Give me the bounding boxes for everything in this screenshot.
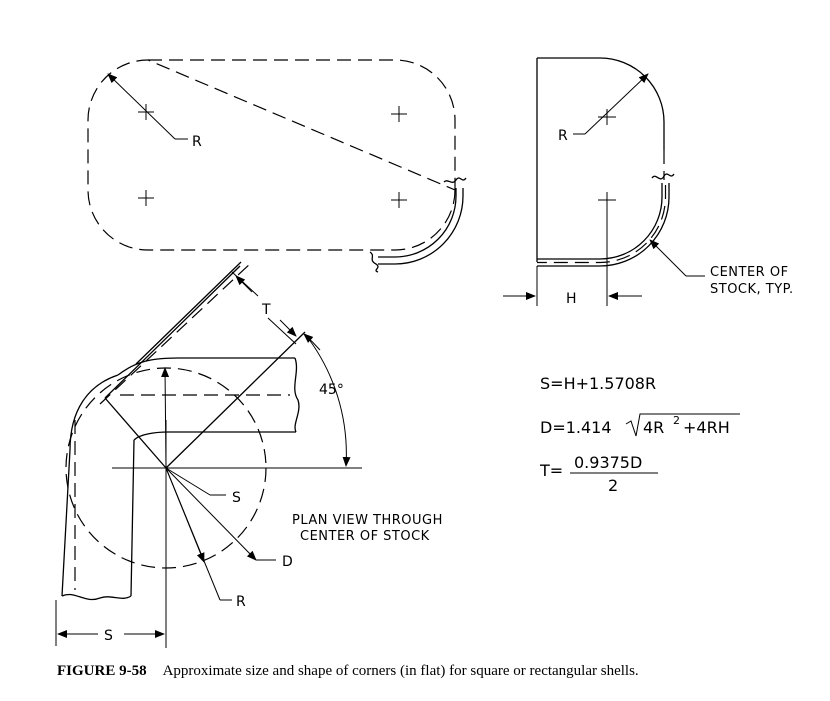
rect-shell-view [87,59,467,273]
formula-s: S=H+1.5708R [540,374,656,393]
note-plan-view-1: PLAN VIEW THROUGH [292,513,443,528]
label-r-top-left: R [192,134,202,150]
label-d-dim: D [282,554,293,570]
label-h: H [566,291,577,307]
plan-view [55,261,362,648]
note-center-of-stock-2: STOCK, TYP. [710,282,794,297]
label-s-dim: S [232,490,241,506]
caption-text: Approximate size and shape of corners (i… [162,663,639,679]
formula-t-prefix: T= [539,461,563,480]
formula-t-numerator: 0.9375D [574,453,642,472]
label-angle: 45° [319,382,344,398]
formula-d-prefix: D=1.414 [540,418,612,437]
label-r-top-right: R [558,128,568,144]
section-view [503,57,705,306]
label-r-bottom: R [236,594,246,610]
figure-caption: FIGURE 9-58 Approximate size and shape of… [57,663,817,680]
formula-d: D=1.414 4R 2 +4RH [540,413,740,437]
formula-t-denominator: 2 [608,476,618,495]
formula-d-exponent: 2 [673,414,680,427]
note-plan-view-2: CENTER OF STOCK [300,529,430,544]
note-center-of-stock-1: CENTER OF [710,265,789,280]
formula-d-radicand-a: 4R [643,418,664,437]
formula-t: T= 0.9375D 2 [539,453,658,495]
formula-d-radicand-b: +4RH [683,418,730,437]
label-t: T [261,302,271,318]
label-s-bottom: S [104,628,113,644]
sqrt-symbol [625,413,740,437]
figure-number: FIGURE 9-58 [57,663,147,679]
